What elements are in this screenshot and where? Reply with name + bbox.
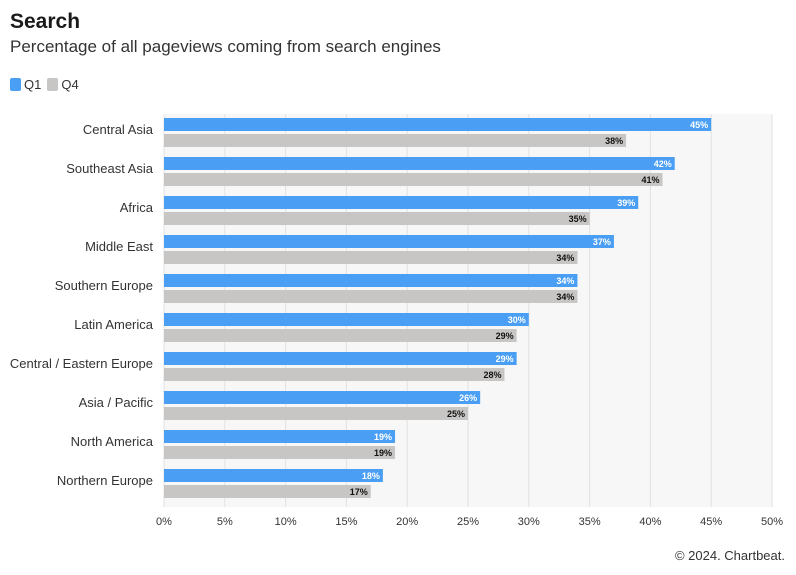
data-label-q1: 42% [654, 159, 672, 169]
data-label-q4: 41% [642, 175, 660, 185]
category-label: Southern Europe [55, 278, 153, 293]
bar-q4[interactable] [164, 212, 590, 225]
x-tick-label: 35% [579, 516, 601, 528]
data-label-q4: 29% [496, 331, 514, 341]
data-label-q1: 19% [374, 432, 392, 442]
legend-label-q1: Q1 [24, 77, 42, 92]
category-label: Latin America [74, 317, 154, 332]
bar-q1[interactable] [164, 196, 639, 209]
bar-q1[interactable] [164, 469, 383, 482]
legend: Q1 Q4 [10, 77, 85, 92]
legend-item-q1[interactable]: Q1 [10, 77, 41, 92]
bar-q1[interactable] [164, 235, 614, 248]
data-label-q4: 25% [447, 409, 465, 419]
bar-q4[interactable] [164, 251, 578, 264]
data-label-q1: 30% [508, 315, 526, 325]
bar-q4[interactable] [164, 134, 627, 147]
bar-q1[interactable] [164, 274, 578, 287]
category-label: Africa [120, 200, 154, 215]
bar-q1[interactable] [164, 352, 517, 365]
data-label-q1: 37% [593, 237, 611, 247]
legend-swatch-q4 [47, 78, 59, 91]
legend-item-q4[interactable]: Q4 [47, 77, 79, 92]
data-label-q4: 38% [605, 136, 623, 146]
data-label-q4: 34% [556, 292, 574, 302]
x-tick-label: 10% [275, 516, 297, 528]
data-label-q1: 18% [362, 471, 380, 481]
data-label-q4: 35% [569, 214, 587, 224]
data-label-q1: 26% [459, 393, 477, 403]
x-tick-label: 5% [217, 516, 233, 528]
category-label: Central Asia [83, 122, 154, 137]
chart-subtitle: Percentage of all pageviews coming from … [10, 37, 441, 56]
category-label: Middle East [85, 239, 153, 254]
data-label-q4: 17% [350, 487, 368, 497]
bar-q1[interactable] [164, 430, 396, 443]
data-label-q4: 28% [483, 370, 501, 380]
bar-q4[interactable] [164, 446, 396, 459]
bar-q1[interactable] [164, 118, 712, 131]
x-tick-label: 40% [639, 516, 661, 528]
x-tick-label: 0% [156, 516, 172, 528]
data-label-q1: 39% [617, 198, 635, 208]
data-label-q4: 34% [556, 253, 574, 263]
x-tick-label: 45% [700, 516, 722, 528]
legend-swatch-q1 [10, 78, 21, 91]
bar-q4[interactable] [164, 290, 578, 303]
chart-title: Search [10, 10, 81, 33]
bar-q4[interactable] [164, 329, 517, 342]
x-tick-label: 15% [335, 516, 357, 528]
x-tick-label: 30% [518, 516, 540, 528]
legend-label-q4: Q4 [61, 77, 79, 92]
bar-q4[interactable] [164, 407, 468, 420]
category-label: Northern Europe [57, 473, 153, 488]
x-tick-label: 20% [396, 516, 418, 528]
bar-q4[interactable] [164, 485, 371, 498]
x-tick-label: 25% [457, 516, 479, 528]
data-label-q1: 34% [556, 276, 574, 286]
copyright-credit: © 2024. Chartbeat. [674, 548, 785, 563]
x-tick-label: 50% [761, 516, 783, 528]
bar-q4[interactable] [164, 173, 663, 186]
bar-q1[interactable] [164, 313, 529, 326]
category-label: Central / Eastern Europe [10, 356, 153, 371]
category-label: Southeast Asia [66, 161, 153, 176]
bar-q1[interactable] [164, 391, 481, 404]
data-label-q1: 45% [690, 120, 708, 130]
category-label: North America [71, 434, 154, 449]
category-label: Asia / Pacific [79, 395, 154, 410]
data-label-q1: 29% [496, 354, 514, 364]
bar-q1[interactable] [164, 157, 675, 170]
data-label-q4: 19% [374, 448, 392, 458]
bar-q4[interactable] [164, 368, 505, 381]
